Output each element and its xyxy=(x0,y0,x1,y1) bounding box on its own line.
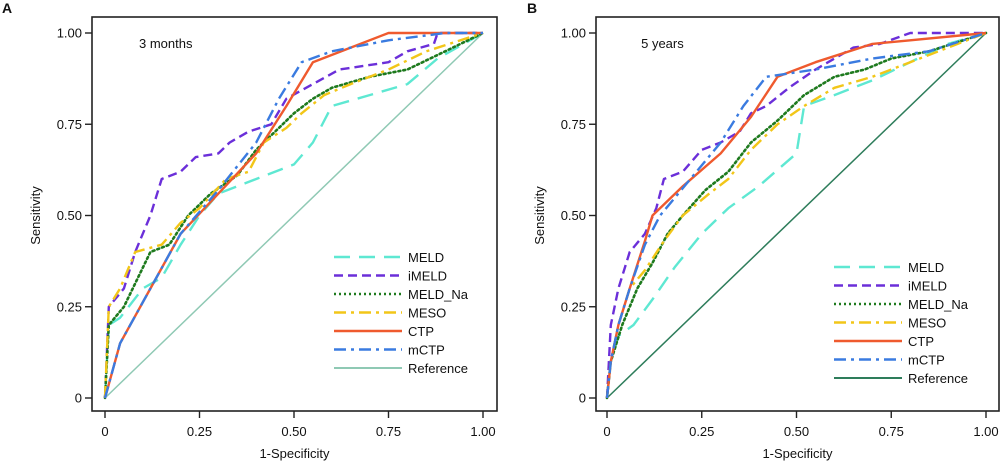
series-line-meld xyxy=(605,31,987,399)
x-axis-title: 1-Specificity xyxy=(259,446,330,461)
x-tick-label: 0.25 xyxy=(689,424,714,439)
panel-label: B xyxy=(527,0,537,16)
y-tick-label: 1.00 xyxy=(561,26,586,41)
y-tick-label: 0.50 xyxy=(561,208,586,223)
series-line-imeld xyxy=(103,31,483,399)
legend-label: Reference xyxy=(408,361,468,376)
y-tick-label: 0.25 xyxy=(57,299,82,314)
series-line-reference xyxy=(606,32,987,399)
legend-label: MESO xyxy=(908,316,946,331)
y-axis-title: Sensitivity xyxy=(28,186,43,245)
legend-label: mCTP xyxy=(908,353,945,368)
panel-annotation: 3 months xyxy=(139,36,193,51)
panel-label: A xyxy=(2,0,12,16)
series-line-mctp xyxy=(605,31,987,399)
x-tick-label: 1.00 xyxy=(470,424,495,439)
panel-b: B 5 years 0 0.25 0.50 0.75 1.00 0 0.25 0.50 0.75 1.… xyxy=(527,0,1000,461)
series-line-meld-na xyxy=(605,31,988,400)
y-tick-label: 1.00 xyxy=(57,26,82,41)
legend-label: MELD xyxy=(908,260,944,275)
legend-label: CTP xyxy=(408,324,434,339)
x-tick-label: 0.75 xyxy=(376,424,401,439)
legend-label: MESO xyxy=(408,306,446,321)
x-tick-label: 0 xyxy=(101,424,108,439)
x-tick-label: 0.50 xyxy=(784,424,809,439)
series-line-reference xyxy=(104,32,484,399)
legend: MELD iMELD MELD_Na MESO CTP mCTP Reference xyxy=(834,260,969,386)
y-tick-label: 0.75 xyxy=(57,117,82,132)
x-tick-label: 0.50 xyxy=(281,424,306,439)
plot-frame xyxy=(595,16,1000,412)
y-tick-label: 0.75 xyxy=(561,117,586,132)
x-tick-label: 0 xyxy=(603,424,610,439)
series-line-meld xyxy=(103,31,484,399)
series-line-ctp xyxy=(103,31,483,399)
legend-label: iMELD xyxy=(408,269,447,284)
x-axis-title: 1-Specificity xyxy=(762,446,833,461)
legend-label: mCTP xyxy=(408,343,445,358)
legend-label: iMELD xyxy=(908,279,947,294)
series-line-meld-na xyxy=(103,31,485,400)
legend-label: MELD_Na xyxy=(908,297,969,312)
series-line-meso xyxy=(605,31,987,399)
legend-label: CTP xyxy=(908,334,934,349)
y-tick-label: 0.25 xyxy=(561,299,586,314)
legend-label: MELD_Na xyxy=(408,287,469,302)
panel-a: A 3 months 0 0.25 0.50 0.75 1.00 0 0.25 0.50 0.75 1… xyxy=(2,0,498,461)
x-tick-label: 0.25 xyxy=(187,424,212,439)
x-tick-label: 0.75 xyxy=(879,424,904,439)
legend-label: Reference xyxy=(908,371,968,386)
y-tick-label: 0 xyxy=(75,391,82,406)
y-tick-label: 0.50 xyxy=(57,208,82,223)
series-line-mctp xyxy=(103,31,483,399)
panel-annotation: 5 years xyxy=(641,36,684,51)
x-tick-label: 1.00 xyxy=(973,424,998,439)
y-axis-title: Sensitivity xyxy=(532,186,547,245)
y-tick-label: 0 xyxy=(579,391,586,406)
legend-label: MELD xyxy=(408,250,444,265)
legend: MELD iMELD MELD_Na MESO CTP mCTP Reference xyxy=(334,250,469,376)
